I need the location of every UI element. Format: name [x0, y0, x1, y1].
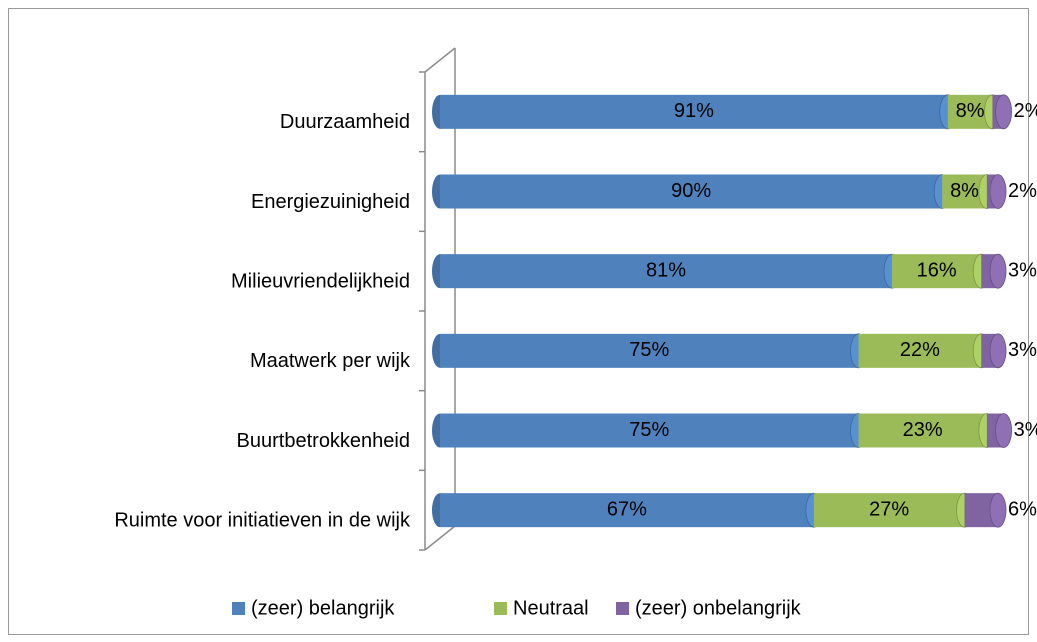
- category-label: Energiezuinigheid: [251, 191, 410, 213]
- value-label: 2%: [1008, 180, 1037, 202]
- value-label: 3%: [1008, 259, 1037, 281]
- value-label: 91%: [674, 100, 714, 122]
- value-label: 22%: [900, 339, 940, 361]
- value-label: 3%: [1008, 339, 1037, 361]
- value-label: 3%: [1014, 419, 1037, 441]
- legend-swatch: [494, 602, 507, 615]
- category-label: Ruimte voor initiatieven in de wijk: [114, 509, 411, 531]
- wall-edge: [424, 47, 456, 73]
- value-label: 23%: [903, 419, 943, 441]
- value-label: 16%: [917, 259, 957, 281]
- bar-cap: [989, 253, 1007, 289]
- category-label: Buurtbetrokkenheid: [237, 430, 410, 452]
- bar-cap: [989, 333, 1007, 369]
- value-label: 27%: [869, 498, 909, 520]
- bar-segment: [440, 413, 859, 448]
- value-label: 67%: [607, 498, 647, 520]
- legend-label: (zeer) onbelangrijk: [635, 597, 802, 619]
- value-label: 81%: [646, 259, 686, 281]
- bar-segment: [858, 413, 987, 448]
- legend-swatch: [616, 602, 629, 615]
- bar-segment: [891, 254, 982, 289]
- bar-cap: [995, 94, 1012, 130]
- category-label: Maatwerk per wijk: [250, 350, 411, 372]
- bar-cap: [989, 174, 1007, 209]
- value-label: 90%: [671, 180, 711, 202]
- bar-segment: [440, 493, 814, 528]
- value-label: 6%: [1008, 498, 1037, 520]
- legend-label: Neutraal: [513, 597, 589, 619]
- value-label: 75%: [629, 419, 669, 441]
- category-label: Milieuvriendelijkheid: [231, 270, 410, 292]
- bar-segment: [440, 254, 892, 289]
- value-label: 8%: [950, 180, 979, 202]
- legend-label: (zeer) belangrijk: [251, 597, 395, 619]
- wall-edge: [424, 525, 456, 551]
- bar-segment: [440, 174, 943, 209]
- bar-segment: [813, 493, 965, 528]
- category-label: Duurzaamheid: [280, 111, 410, 133]
- value-label: 75%: [629, 339, 669, 361]
- bar-segment: [440, 333, 859, 368]
- value-label: 8%: [956, 100, 985, 122]
- bar-segment: [858, 333, 982, 368]
- bar-cap: [989, 492, 1007, 528]
- bar-cap: [995, 413, 1012, 448]
- value-label: 2%: [1014, 100, 1037, 122]
- bar-segment: [440, 94, 948, 129]
- legend-swatch: [232, 602, 245, 615]
